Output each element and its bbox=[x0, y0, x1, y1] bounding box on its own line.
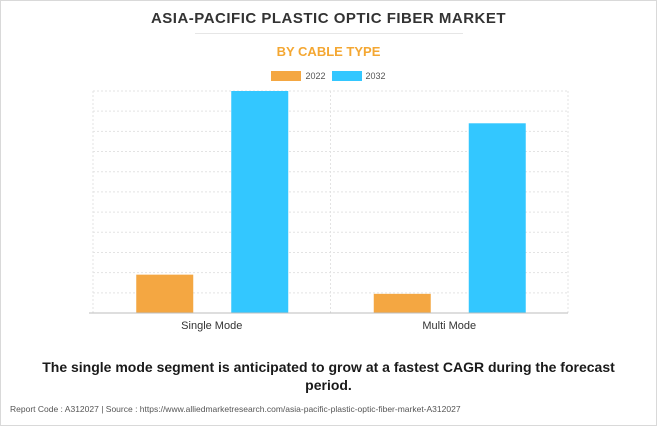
title-divider bbox=[195, 33, 463, 34]
x-tick-label: Single Mode bbox=[181, 320, 242, 332]
chart-title: ASIA-PACIFIC PLASTIC OPTIC FIBER MARKET bbox=[150, 10, 507, 27]
legend-item-2022: 2022 bbox=[271, 71, 326, 81]
bar-2032-multi-mode bbox=[468, 123, 526, 313]
legend-label-2032: 2032 bbox=[365, 71, 386, 81]
bar-2022-single-mode bbox=[136, 274, 194, 313]
legend-item-2032: 2032 bbox=[331, 71, 386, 81]
legend: 2022 2032 bbox=[0, 71, 657, 81]
bar-2022-multi-mode bbox=[373, 293, 431, 313]
chart-footnote: The single mode segment is anticipated t… bbox=[42, 359, 615, 393]
x-tick-label: Multi Mode bbox=[422, 320, 476, 332]
bar-2032-single-mode bbox=[231, 91, 289, 313]
legend-swatch-2022 bbox=[271, 71, 302, 81]
chart-subtitle: BY CABLE TYPE bbox=[276, 44, 381, 59]
legend-label-2022: 2022 bbox=[305, 71, 326, 81]
legend-swatch-2032 bbox=[331, 71, 362, 81]
report-source: Report Code : A312027 | Source : https:/… bbox=[10, 404, 461, 414]
